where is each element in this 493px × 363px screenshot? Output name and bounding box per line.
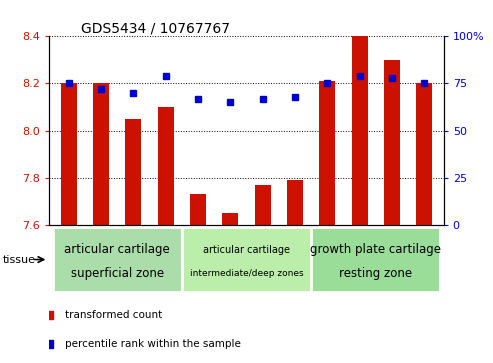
Bar <box>222 213 239 225</box>
Text: transformed count: transformed count <box>65 310 162 320</box>
Text: superficial zone: superficial zone <box>70 268 164 281</box>
Bar <box>287 180 303 225</box>
FancyBboxPatch shape <box>311 227 440 292</box>
Text: percentile rank within the sample: percentile rank within the sample <box>65 339 241 349</box>
Bar <box>61 83 77 225</box>
Text: articular cartilage: articular cartilage <box>203 245 290 255</box>
Text: resting zone: resting zone <box>339 268 412 281</box>
Text: articular cartilage: articular cartilage <box>64 243 170 256</box>
Text: tissue: tissue <box>2 254 35 265</box>
Bar <box>319 81 335 225</box>
Bar <box>93 83 109 225</box>
FancyBboxPatch shape <box>53 227 182 292</box>
Text: intermediate/deep zones: intermediate/deep zones <box>190 269 303 278</box>
Text: GDS5434 / 10767767: GDS5434 / 10767767 <box>81 21 230 35</box>
Text: growth plate cartilage: growth plate cartilage <box>310 243 441 256</box>
Bar <box>352 36 368 225</box>
Bar <box>125 119 141 225</box>
Bar <box>158 107 174 225</box>
Bar <box>190 194 206 225</box>
FancyBboxPatch shape <box>182 227 311 292</box>
Bar <box>254 185 271 225</box>
Bar <box>384 60 400 225</box>
Bar <box>416 83 432 225</box>
